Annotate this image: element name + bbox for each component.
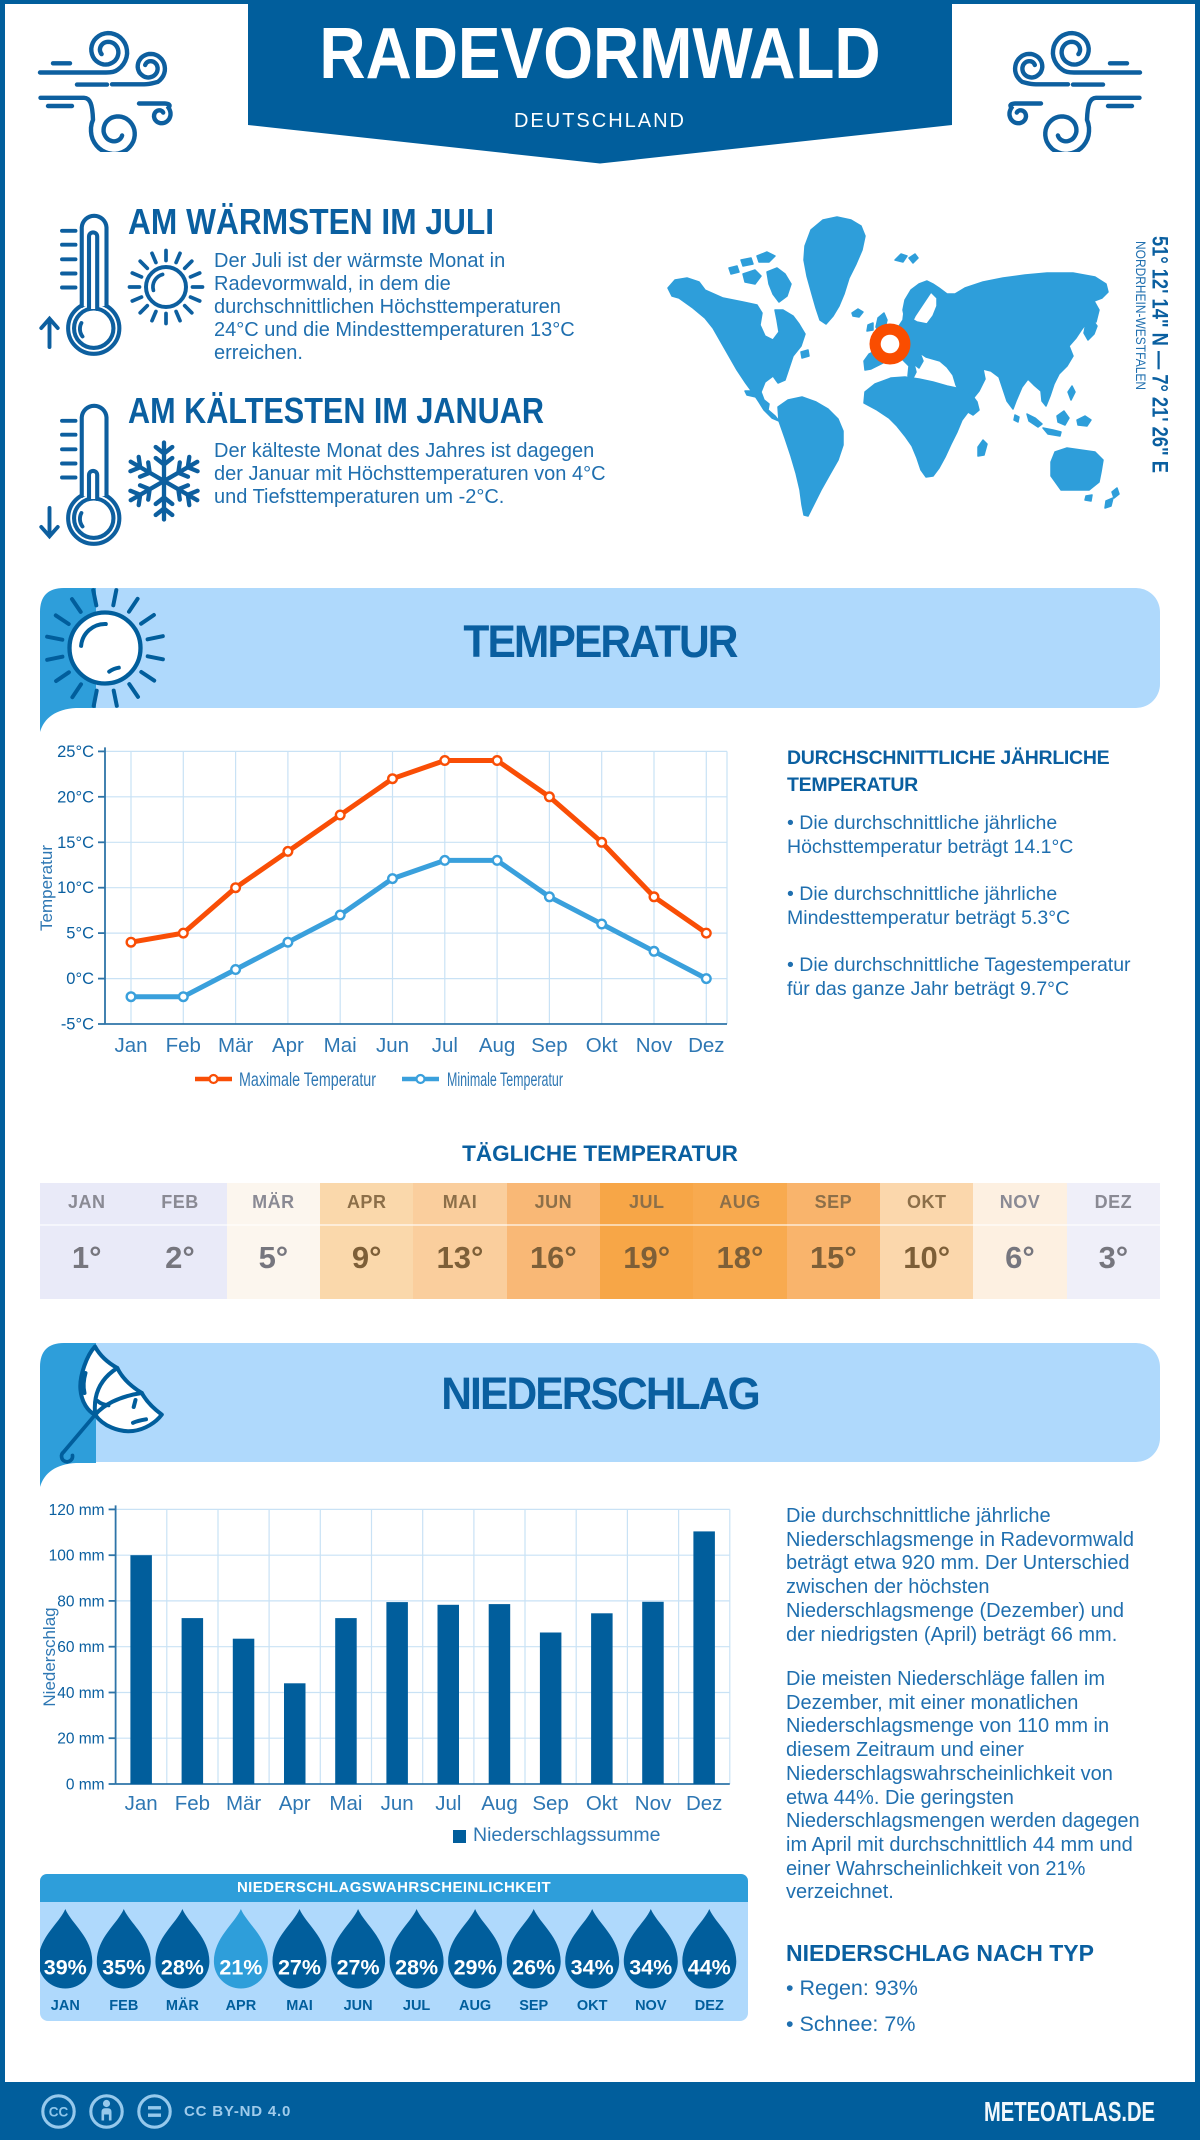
svg-text:Nov: Nov	[636, 1034, 673, 1057]
svg-text:Sep: Sep	[531, 1034, 567, 1057]
svg-text:Nov: Nov	[635, 1792, 672, 1815]
svg-text:20°C: 20°C	[57, 788, 94, 806]
svg-text:Minimale Temperatur: Minimale Temperatur	[447, 1069, 563, 1091]
svg-text:JUL: JUL	[403, 1998, 431, 2014]
svg-text:DEZ: DEZ	[695, 1998, 724, 2014]
svg-text:NORDRHEIN-WESTFALEN: NORDRHEIN-WESTFALEN	[1133, 241, 1149, 390]
svg-text:39%: 39%	[44, 1956, 87, 1980]
svg-text:Feb: Feb	[175, 1792, 210, 1815]
svg-text:0 mm: 0 mm	[66, 1777, 105, 1794]
svg-text:100 mm: 100 mm	[49, 1548, 105, 1565]
svg-text:27%: 27%	[337, 1956, 380, 1980]
svg-text:APR: APR	[226, 1998, 257, 2014]
svg-text:MAI: MAI	[286, 1998, 313, 2014]
svg-text:34%: 34%	[629, 1956, 672, 1980]
svg-text:0°C: 0°C	[66, 970, 94, 988]
svg-text:40 mm: 40 mm	[57, 1685, 104, 1702]
svg-text:Temperatur: Temperatur	[40, 845, 56, 931]
svg-text:28%: 28%	[395, 1956, 438, 1980]
svg-text:Jan: Jan	[125, 1792, 158, 1815]
svg-text:Dez: Dez	[686, 1792, 722, 1815]
svg-text:Niederschlagssumme: Niederschlagssumme	[473, 1824, 661, 1846]
svg-text:25°C: 25°C	[57, 743, 94, 761]
svg-text:Jul: Jul	[435, 1792, 461, 1815]
svg-text:15°C: 15°C	[57, 834, 94, 852]
svg-text:Maximale Temperatur: Maximale Temperatur	[239, 1069, 376, 1091]
svg-text:34%: 34%	[571, 1956, 614, 1980]
svg-text:120 mm: 120 mm	[49, 1502, 105, 1519]
svg-text:Sep: Sep	[532, 1792, 568, 1815]
svg-text:Aug: Aug	[481, 1792, 517, 1815]
svg-text:Mär: Mär	[218, 1034, 253, 1057]
svg-text:Okt: Okt	[586, 1792, 618, 1815]
svg-text:JAN: JAN	[51, 1998, 80, 2014]
svg-text:Mai: Mai	[324, 1034, 357, 1057]
svg-text:Jun: Jun	[381, 1792, 414, 1815]
svg-text:Jan: Jan	[114, 1034, 147, 1057]
svg-text:Feb: Feb	[166, 1034, 201, 1057]
svg-text:Aug: Aug	[479, 1034, 515, 1057]
svg-text:Jul: Jul	[432, 1034, 458, 1057]
svg-text:80 mm: 80 mm	[57, 1593, 104, 1610]
svg-text:NOV: NOV	[635, 1998, 667, 2014]
svg-text:Apr: Apr	[272, 1034, 304, 1057]
svg-text:Mai: Mai	[329, 1792, 362, 1815]
svg-text:27%: 27%	[278, 1956, 321, 1980]
svg-text:21%: 21%	[219, 1956, 262, 1980]
svg-text:20 mm: 20 mm	[57, 1731, 104, 1748]
svg-text:JUN: JUN	[344, 1998, 373, 2014]
svg-text:26%: 26%	[512, 1956, 555, 1980]
svg-text:MÄR: MÄR	[166, 1997, 200, 2014]
svg-text:FEB: FEB	[109, 1998, 138, 2014]
svg-text:44%: 44%	[688, 1956, 731, 1980]
svg-text:Apr: Apr	[279, 1792, 311, 1815]
svg-text:51° 12' 14" N — 7° 21' 26" E: 51° 12' 14" N — 7° 21' 26" E	[1148, 236, 1173, 473]
svg-text:29%: 29%	[454, 1956, 497, 1980]
svg-text:Niederschlag: Niederschlag	[40, 1607, 59, 1706]
svg-text:60 mm: 60 mm	[57, 1639, 104, 1656]
svg-text:-5°C: -5°C	[61, 1016, 94, 1034]
svg-text:Dez: Dez	[688, 1034, 724, 1057]
svg-text:AUG: AUG	[459, 1998, 491, 2014]
svg-text:10°C: 10°C	[57, 879, 94, 897]
svg-text:OKT: OKT	[577, 1998, 608, 2014]
svg-text:Mär: Mär	[226, 1792, 261, 1815]
svg-text:CC: CC	[49, 2105, 69, 2120]
svg-text:Jun: Jun	[376, 1034, 409, 1057]
svg-text:28%: 28%	[161, 1956, 204, 1980]
svg-text:35%: 35%	[102, 1956, 145, 1980]
svg-text:SEP: SEP	[519, 1998, 548, 2014]
svg-text:5°C: 5°C	[66, 925, 94, 943]
svg-text:Okt: Okt	[586, 1034, 618, 1057]
